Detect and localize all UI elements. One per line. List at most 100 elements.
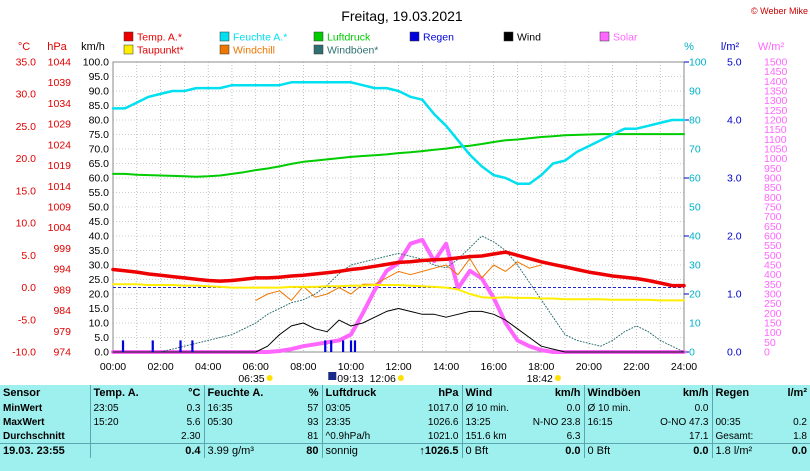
temp-tick-label: 0.0	[21, 282, 36, 294]
stats-cell: hPa	[438, 387, 459, 399]
humidity-axis-unit: %	[684, 41, 694, 53]
wind-tick-label: 35.0	[89, 245, 110, 257]
solar-tick-label: 350	[764, 279, 782, 291]
solar-tick-label: 550	[764, 240, 782, 252]
solar-tick-label: 200	[764, 308, 782, 320]
x-tick-label: 12:00	[385, 361, 411, 373]
humidity-tick-label: 40	[689, 231, 701, 243]
pressure-tick-label: 1029	[48, 119, 72, 131]
pressure-tick-label: 999	[53, 243, 71, 255]
solar-tick-label: 50	[764, 337, 776, 349]
humidity-tick-label: 50	[689, 202, 701, 214]
series-line-windben	[112, 235, 685, 353]
stats-cell: Windböen	[583, 385, 652, 401]
temp-tick-label: 5.0	[21, 250, 36, 262]
temp-tick-label: -10.0	[12, 347, 36, 359]
humidity-tick-label: 60	[689, 173, 701, 185]
weather-chart: Freitag, 19.03.2021 © Weber Mike Temp. A…	[12, 6, 808, 385]
wind-tick-label: 80.0	[89, 115, 110, 127]
legend-label: Windchill	[233, 45, 275, 57]
stats-cell: 0.2	[793, 416, 807, 428]
stats-cell: Durchschnitt	[3, 430, 65, 442]
stats-cell: 0.0	[774, 443, 810, 458]
humidity-tick-label: 90	[689, 86, 701, 98]
stats-cell	[89, 443, 160, 458]
legend-label: Windböen*	[327, 45, 378, 57]
x-tick-label: 16:00	[481, 361, 507, 373]
stats-cell: °C	[188, 387, 201, 399]
chart-legend: Temp. A.* Feuchte A.* Luftdruck Regen Wind So…	[123, 31, 638, 57]
x-tick-label: 24:00	[671, 361, 697, 373]
rain-bar	[179, 340, 182, 352]
stats-cell: Luftdruck	[321, 385, 402, 401]
solar-tick-label: 1500	[764, 57, 788, 69]
stats-cell: 16:35	[203, 401, 276, 415]
pressure-tick-label: 1034	[48, 98, 72, 110]
x-tick-label: 20:00	[576, 361, 602, 373]
chart-grid	[113, 61, 684, 353]
wind-tick-label: 65.0	[89, 158, 110, 170]
solar-tick-label: 850	[764, 182, 782, 194]
chart-time-marks: 06:35 12:06 18:42 09:13	[238, 372, 561, 385]
series-line-taupunkt	[112, 283, 685, 302]
legend-swatch	[219, 31, 230, 42]
rain-bar	[349, 340, 353, 352]
stats-cell: 81	[307, 430, 319, 442]
pressure-tick-label: 1014	[48, 181, 72, 193]
humidity-tick-label: 20	[689, 289, 701, 301]
stats-cell: 0.0	[566, 402, 581, 414]
pressure-tick-label: 1024	[48, 139, 72, 151]
solar-tick-label: 1050	[764, 144, 788, 156]
solar-tick-label: 900	[764, 173, 782, 185]
rain-tick-label: 1.0	[727, 289, 742, 301]
wind-tick-label: 70.0	[89, 144, 110, 156]
wind-tick-label: 50.0	[89, 202, 110, 214]
stats-cell: 17.1	[689, 430, 709, 442]
temp-tick-label: 30.0	[16, 89, 37, 101]
wind-tick-label: 85.0	[89, 100, 110, 112]
wind-tick-label: 15.0	[89, 303, 110, 315]
solar-tick-label: 0	[764, 347, 770, 359]
temp-tick-label: 35.0	[16, 57, 37, 69]
stats-cell: O-NO 47.3	[660, 416, 709, 428]
legend-swatch	[123, 44, 134, 55]
wind-tick-label: 30.0	[89, 260, 110, 272]
stats-header-row: Sensor Temp. A. °C Feuchte A.% Luftdruck hPa W…	[0, 385, 810, 401]
stats-cell: l/m²	[787, 387, 807, 399]
wind-tick-label: 90.0	[89, 86, 110, 98]
legend-swatch	[123, 31, 134, 42]
humidity-tick-label: 70	[689, 144, 701, 156]
pressure-tick-label: 1044	[48, 57, 72, 69]
stats-cell	[89, 429, 160, 444]
wind-tick-label: 5.0	[94, 332, 109, 344]
series-line-luftdruck	[112, 133, 685, 178]
stats-cell: 1.8	[793, 430, 807, 442]
wind-tick-label: 95.0	[89, 71, 110, 83]
x-tick-label: 08:00	[290, 361, 316, 373]
legend-swatch	[409, 31, 420, 42]
rain-bar	[341, 340, 345, 352]
x-tick-label: 22:00	[623, 361, 649, 373]
wind-tick-label: 55.0	[89, 187, 110, 199]
wind-tick-label: 10.0	[89, 318, 110, 330]
solar-tick-label: 1000	[764, 153, 788, 165]
stats-cell	[711, 401, 774, 415]
series-line-wind	[112, 308, 685, 353]
solar-tick-label: 700	[764, 211, 782, 223]
pressure-tick-label: 979	[53, 326, 71, 338]
legend-label: Regen	[423, 32, 454, 44]
solar-tick-label: 950	[764, 163, 782, 175]
stats-cell: 57	[307, 402, 319, 414]
rain-bar	[324, 340, 327, 352]
wind-tick-label: 75.0	[89, 129, 110, 141]
solar-tick-label: 250	[764, 298, 782, 310]
x-tick-label: 04:00	[195, 361, 221, 373]
solar-tick-label: 1200	[764, 115, 788, 127]
pressure-tick-label: 974	[53, 347, 71, 359]
sun-mark-label: 06:35	[238, 373, 264, 385]
stats-cell: Ø 10 min.	[461, 401, 524, 415]
stats-cell	[774, 401, 810, 415]
stats-cell: 1026.6	[427, 416, 459, 428]
stats-cell: 0.4	[160, 443, 204, 458]
humidity-tick-label: 30	[689, 260, 701, 272]
